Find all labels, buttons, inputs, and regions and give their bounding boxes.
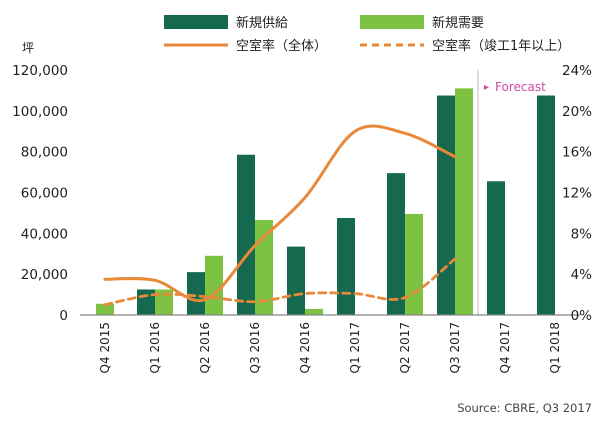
forecast-label: Forecast [495, 80, 546, 94]
bar-demand-2 [205, 255, 223, 315]
line-vacancy-all [103, 124, 457, 303]
y-left-tick-label: 40,000 [21, 226, 68, 242]
y-left-tick-label: 120,000 [12, 63, 68, 79]
y-right-tick-label: 8% [571, 226, 593, 242]
y-left-tick-label: 60,000 [21, 186, 68, 202]
x-tick-label: Q1 2016 [148, 322, 162, 373]
x-tick-label: Q3 2017 [448, 322, 462, 373]
x-tick-label: Q2 2016 [198, 322, 212, 373]
bar-demand-4 [305, 308, 323, 315]
x-tick-label: Q1 2017 [348, 322, 362, 373]
x-tick-label: Q4 2017 [498, 322, 512, 373]
bar-supply-6 [387, 173, 405, 315]
x-tick-label: Q1 2018 [548, 322, 562, 373]
x-tick-label: Q3 2016 [248, 322, 262, 373]
forecast-marker-icon: ▸ [484, 82, 489, 93]
y-left-tick-label: 100,000 [12, 104, 68, 120]
bar-demand-3 [255, 220, 273, 315]
y-right-tick-label: 12% [562, 186, 592, 202]
bar-demand-0 [96, 303, 114, 315]
y-right-tick-label: 24% [562, 63, 592, 79]
bar-supply-1 [137, 289, 155, 315]
y-right-tick-label: 0% [571, 308, 593, 324]
bar-supply-2 [187, 272, 205, 315]
bar-supply-5 [337, 218, 355, 315]
y-right-tick-label: 16% [562, 145, 592, 161]
legend-swatch-demand [360, 15, 424, 29]
bar-demand-6 [405, 213, 423, 315]
bar-demand-7 [455, 88, 473, 315]
y-left-tick-label: 0 [59, 308, 68, 324]
legend-label-vacancy-all: 空室率（全体） [236, 38, 327, 54]
y-right-tick-label: 4% [571, 267, 593, 283]
bar-supply-3 [237, 154, 255, 315]
y-left-tick-label: 80,000 [21, 145, 68, 161]
x-tick-label: Q4 2016 [298, 322, 312, 373]
x-tick-label: Q2 2017 [398, 322, 412, 373]
y-left-tick-label: 20,000 [21, 267, 68, 283]
y-right-tick-label: 20% [562, 104, 592, 120]
legend-label-supply: 新規供給 [236, 15, 288, 31]
legend-label-vacancy-1yr-plus: 空室率（竣工1年以上） [432, 38, 570, 54]
legend-swatch-supply [164, 15, 228, 29]
x-tick-label: Q4 2015 [98, 322, 112, 373]
legend-label-demand: 新規需要 [432, 15, 484, 31]
y-left-unit: 坪 [22, 41, 34, 55]
bar-supply-4 [287, 246, 305, 315]
bar-supply-8 [487, 181, 505, 315]
bar-supply-7 [437, 95, 455, 315]
bar-demand-1 [155, 289, 173, 315]
source-note: Source: CBRE, Q3 2017 [457, 401, 592, 415]
line-vacancy-1yr-plus [103, 257, 457, 307]
bar-supply-9 [537, 95, 555, 315]
